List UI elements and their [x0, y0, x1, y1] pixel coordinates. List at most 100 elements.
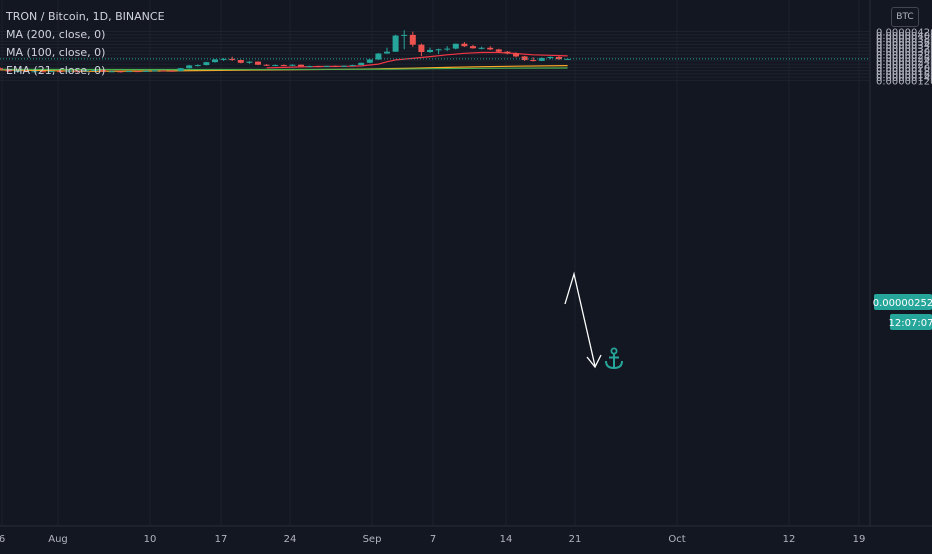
price-tick-label: 0.00000120: [876, 76, 932, 87]
candle-body: [229, 58, 236, 61]
candle-body: [143, 70, 150, 72]
time-tick-label: Oct: [668, 534, 685, 545]
candle: [452, 43, 459, 50]
candle-body: [186, 65, 193, 69]
candle: [530, 57, 537, 62]
candle: [57, 70, 64, 73]
time-tick-label: 7: [430, 534, 436, 545]
candle-body: [169, 70, 175, 72]
time-tick-label: 12: [783, 534, 796, 545]
time-tick-label: 19: [853, 534, 866, 545]
candle-body: [487, 47, 494, 50]
candle: [298, 64, 304, 67]
candle-body: [470, 46, 476, 49]
price-tick-label: 0.00000340: [876, 41, 932, 52]
candle-body: [435, 49, 442, 51]
candle: [134, 70, 141, 73]
time-tick-label: 10: [144, 534, 157, 545]
candle-body: [65, 70, 72, 72]
candle-body: [212, 59, 218, 63]
time-tick-label: 24: [284, 534, 297, 545]
candle-body: [495, 49, 502, 52]
candle: [0, 67, 3, 71]
price-axis[interactable]: 0.000001200.000001400.000001600.00000180…: [876, 28, 932, 88]
candle-body: [366, 59, 373, 63]
candle-body: [14, 70, 21, 72]
price-tick-label: 0.00000300: [876, 47, 932, 58]
candle-body: [91, 69, 98, 71]
candle: [160, 70, 167, 72]
candle: [427, 47, 433, 53]
candle: [40, 70, 46, 73]
candle-body: [83, 70, 89, 72]
legend-ma200[interactable]: MA (200, close, 0): [6, 28, 106, 41]
candle: [332, 65, 339, 67]
candle-body: [22, 70, 29, 72]
legend-title[interactable]: TRON / Bitcoin, 1D, BINANCE: [6, 10, 165, 23]
candle: [31, 70, 38, 73]
candle: [289, 64, 296, 67]
candle-body: [452, 43, 459, 49]
price-tick-label: 0.00000200: [876, 63, 932, 74]
candle: [470, 44, 476, 49]
time-tick-label: Aug: [48, 534, 68, 545]
candle: [194, 64, 201, 67]
candle-body: [0, 68, 3, 70]
price-tick-label: 0.00000400: [876, 31, 932, 42]
chart-legend: TRON / Bitcoin, 1D, BINANCE MA (200, clo…: [6, 8, 165, 80]
candle: [444, 46, 451, 52]
current-price-label: 0.00000252: [873, 298, 932, 309]
candle: [117, 70, 124, 73]
candle-body: [108, 71, 115, 73]
candle: [203, 61, 210, 66]
currency-badge[interactable]: BTC: [891, 7, 919, 27]
time-axis[interactable]: 6 Aug 10 17 24 Sep 7 14 21 Oct 12 19: [0, 534, 865, 545]
candle: [22, 70, 29, 72]
legend-ma100[interactable]: MA (100, close, 0): [6, 46, 106, 59]
price-tick-label: 0.00000280: [876, 50, 932, 61]
candle-body: [409, 34, 416, 45]
candle: [366, 59, 373, 64]
annotation: [564, 271, 602, 369]
candle: [143, 70, 150, 72]
candle: [177, 68, 184, 72]
candle-body: [530, 60, 537, 62]
candle: [306, 65, 313, 68]
candle: [272, 64, 279, 67]
candle: [48, 70, 55, 73]
candle-body: [100, 69, 107, 72]
candle: [74, 70, 81, 73]
candle: [487, 46, 494, 51]
candle: [220, 58, 227, 61]
candle: [478, 46, 485, 50]
candle-body: [57, 71, 64, 73]
candle-body: [298, 64, 304, 67]
candle-body: [538, 58, 545, 61]
candle-body: [74, 70, 81, 72]
candle-body: [332, 65, 339, 67]
candle-body: [349, 65, 356, 67]
candle-body: [134, 71, 141, 73]
candle: [229, 56, 236, 61]
candle-body: [401, 34, 408, 36]
candle-body: [151, 70, 158, 72]
candle-body: [117, 71, 124, 73]
candle-body: [203, 62, 210, 66]
price-tick-label: 0.00000220: [876, 60, 932, 71]
candle-body: [289, 64, 296, 66]
candle: [255, 61, 261, 66]
candle: [315, 65, 322, 68]
legend-ema21[interactable]: EMA (21, close, 0): [6, 64, 106, 77]
current-price-badge: 0.00000252 12:07:07: [873, 294, 932, 330]
candle-body: [513, 53, 519, 57]
candle: [547, 56, 554, 60]
candle: [461, 42, 468, 47]
candle-body: [358, 62, 365, 66]
candle: [521, 55, 528, 61]
candle-body: [418, 44, 425, 53]
candle: [358, 62, 365, 66]
candle-body: [384, 51, 390, 54]
candle: [538, 57, 545, 62]
